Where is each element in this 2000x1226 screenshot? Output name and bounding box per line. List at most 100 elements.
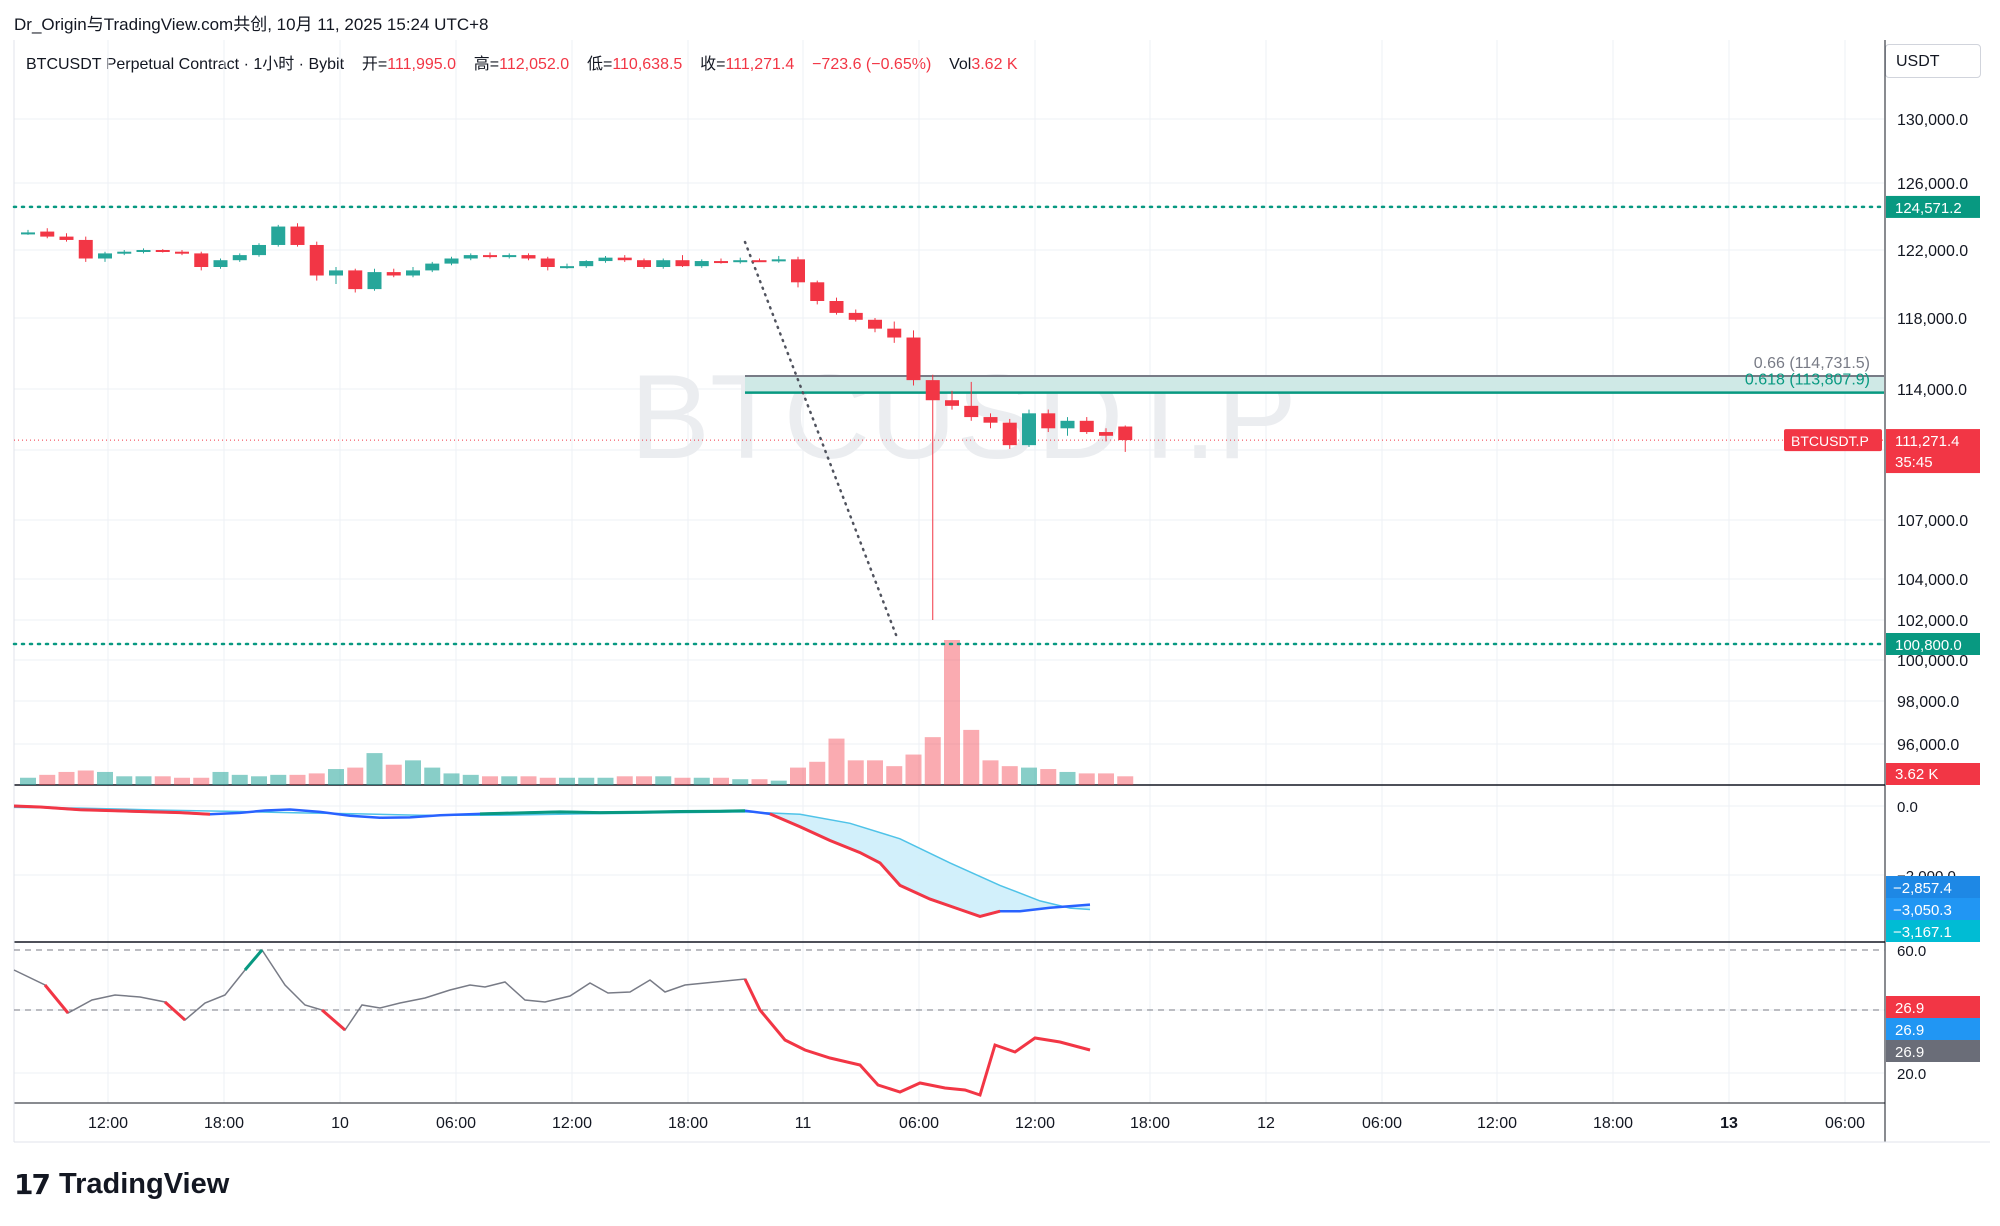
volume-bar bbox=[520, 776, 537, 785]
chart-attribution: Dr_Origin与TradingView.com共创, 10月 11, 202… bbox=[14, 15, 489, 34]
candle-body bbox=[252, 244, 266, 256]
candle-body bbox=[117, 251, 132, 254]
candle-body bbox=[925, 380, 940, 401]
candle-body bbox=[232, 255, 247, 261]
candle-body bbox=[386, 272, 401, 276]
rsi-value-tag bbox=[1886, 1040, 1980, 1062]
volume-bar bbox=[501, 776, 518, 785]
volume-bar bbox=[366, 753, 383, 785]
high-label: 高= bbox=[473, 56, 500, 73]
macd-value-tag bbox=[1886, 876, 1980, 898]
volume-bar bbox=[693, 777, 710, 785]
candle-body bbox=[406, 270, 420, 276]
level-price-label: 124,571.2 bbox=[1895, 200, 1962, 217]
rsi-oversold-segment bbox=[743, 978, 1091, 1097]
volume-bar bbox=[347, 767, 364, 785]
macd-value-tag bbox=[1886, 898, 1980, 920]
candle-body bbox=[810, 282, 825, 301]
volume-bar bbox=[790, 767, 806, 785]
macd-value-label: −3,167.1 bbox=[1893, 924, 1952, 941]
tradingview-logo[interactable]: 17 TradingView bbox=[14, 1168, 229, 1201]
time-axis-tick-label: 06:00 bbox=[436, 1115, 476, 1132]
volume-bar bbox=[559, 777, 575, 785]
rsi-down-segment bbox=[43, 984, 70, 1014]
close-label: 收= bbox=[700, 56, 726, 73]
volume-bar bbox=[674, 777, 691, 785]
time-axis-tick-label: 06:00 bbox=[899, 1115, 939, 1132]
candle-body bbox=[868, 319, 882, 329]
candle-body bbox=[98, 253, 112, 259]
countdown-label: 35:45 bbox=[1895, 454, 1933, 471]
rsi-up-segment bbox=[243, 949, 264, 971]
candle-body bbox=[1060, 420, 1075, 429]
time-axis-tick-label: 18:00 bbox=[668, 1115, 708, 1132]
volume-bar bbox=[116, 776, 133, 785]
candle-body bbox=[502, 255, 517, 258]
macd-falling-segment bbox=[769, 812, 1001, 918]
candle-body bbox=[309, 244, 324, 276]
low-value: 110,638.5 bbox=[612, 56, 683, 73]
volume-tag bbox=[1886, 763, 1980, 785]
volume-bar bbox=[924, 737, 941, 785]
candle-body bbox=[694, 261, 709, 267]
fib-label-lower: 0.618 (113,807.9) bbox=[1745, 372, 1870, 389]
current-price-label: 111,271.4 bbox=[1895, 433, 1960, 450]
volume-bar bbox=[655, 776, 672, 785]
ohlc-legend: BTCUSDT Perpetual Contract · 1小时 · Bybit… bbox=[26, 50, 1018, 74]
volume-bar bbox=[1078, 773, 1095, 785]
close-value: 111,271.4 bbox=[725, 56, 795, 73]
volume-bar bbox=[597, 777, 614, 785]
currency-unit-button[interactable]: USDT bbox=[1885, 44, 1981, 78]
volume-bar bbox=[39, 774, 56, 785]
candle-body bbox=[521, 255, 536, 259]
volume-bar bbox=[443, 773, 460, 785]
volume-bar bbox=[828, 738, 845, 785]
candle-body bbox=[175, 251, 189, 254]
volume-bar bbox=[1001, 766, 1018, 785]
open-label: 开= bbox=[361, 56, 388, 73]
volume-bar bbox=[732, 779, 749, 785]
price-axis-tick-label: 130,000.0 bbox=[1897, 112, 1968, 129]
macd-value-label: −3,050.3 bbox=[1893, 902, 1952, 919]
volume-bar bbox=[1021, 767, 1037, 785]
candle-body bbox=[425, 263, 440, 271]
volume-bar bbox=[809, 761, 826, 785]
level-price-label: 100,800.0 bbox=[1895, 637, 1962, 654]
volume-bar bbox=[905, 754, 922, 785]
volume-bar bbox=[193, 777, 210, 785]
volume-tag-label: 3.62 K bbox=[1895, 766, 1938, 783]
time-axis-tick-label: 12:00 bbox=[1015, 1115, 1055, 1132]
candle-body bbox=[194, 253, 209, 267]
volume-bar bbox=[97, 771, 113, 785]
rsi-axis-label: 20.0 bbox=[1897, 1066, 1926, 1083]
volume-bar bbox=[713, 777, 729, 785]
level-price-tag bbox=[1886, 195, 1980, 218]
time-axis-tick-label: 18:00 bbox=[1130, 1115, 1170, 1132]
price-axis-tick-label: 126,000.0 bbox=[1897, 176, 1968, 193]
candle-body bbox=[1002, 422, 1017, 446]
rsi-value-tag bbox=[1886, 1018, 1980, 1040]
current-price-tag bbox=[1886, 429, 1980, 474]
volume-bar bbox=[385, 764, 402, 785]
candle-body bbox=[1041, 413, 1056, 429]
price-axis-tick-label: 114,000.0 bbox=[1897, 382, 1967, 399]
volume-bar bbox=[174, 777, 190, 785]
volume-bar bbox=[1040, 769, 1057, 785]
macd-rising-segment bbox=[479, 809, 746, 816]
candle-body bbox=[1099, 432, 1113, 436]
candle-body bbox=[21, 232, 35, 235]
tradingview-logo-text: TradingView bbox=[58, 1168, 230, 1200]
vol-value: 3.62 K bbox=[971, 56, 1018, 73]
time-axis-tick-label: 13 bbox=[1720, 1115, 1738, 1132]
volume-bar bbox=[308, 773, 325, 785]
volume-bar bbox=[58, 771, 75, 785]
volume-bar bbox=[1098, 773, 1114, 785]
price-axis-tick-label: 104,000.0 bbox=[1897, 572, 1968, 589]
volume-bar bbox=[482, 776, 498, 785]
candle-body bbox=[463, 255, 478, 259]
candle-body bbox=[887, 328, 902, 338]
volume-bar bbox=[886, 766, 903, 785]
time-axis-tick-label: 06:00 bbox=[1825, 1115, 1865, 1132]
candle-body bbox=[906, 337, 921, 381]
